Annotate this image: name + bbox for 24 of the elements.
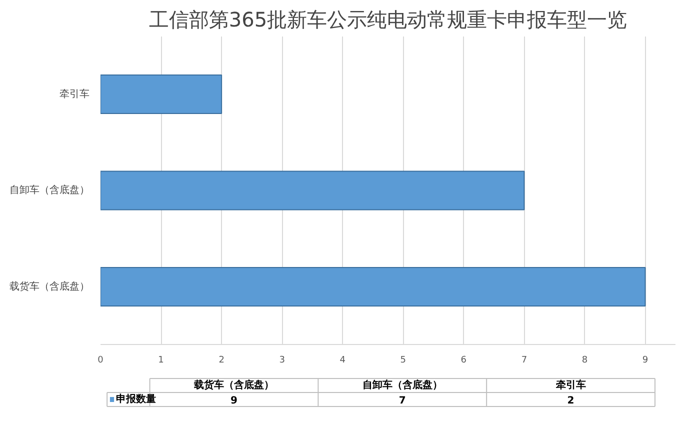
x-tick-label: 9: [642, 356, 648, 366]
bar: [100, 170, 525, 210]
bar: [100, 267, 646, 306]
x-tick-label: 5: [400, 356, 406, 366]
category-label: 牵引车: [556, 379, 586, 391]
category-label: 自卸车（含底盘）: [362, 379, 442, 391]
legend-label: 申报数量: [116, 393, 156, 405]
data-label: 9: [230, 396, 238, 406]
data-label: 2: [567, 396, 574, 406]
x-tick-label: 4: [340, 356, 346, 366]
x-tick-label: 2: [218, 356, 224, 366]
x-tick-label: 1: [158, 356, 164, 366]
x-tick-label: 8: [582, 356, 588, 366]
y-tick-label: 载货车（含底盘）: [10, 280, 90, 292]
y-tick-label: 自卸车（含底盘）: [10, 184, 90, 196]
x-tick-label: 0: [98, 356, 104, 366]
bar: [100, 74, 222, 114]
x-tick-label: 6: [460, 356, 467, 366]
chart-title: 工信部第365批新车公示纯电动常规重卡申报车型一览: [148, 8, 628, 32]
x-tick-label: 7: [521, 356, 528, 366]
category-label: 载货车（含底盘）: [192, 379, 274, 391]
x-tick-label: 3: [279, 356, 285, 366]
y-tick-label: 牵引车: [60, 88, 90, 100]
data-label: 7: [398, 396, 406, 406]
